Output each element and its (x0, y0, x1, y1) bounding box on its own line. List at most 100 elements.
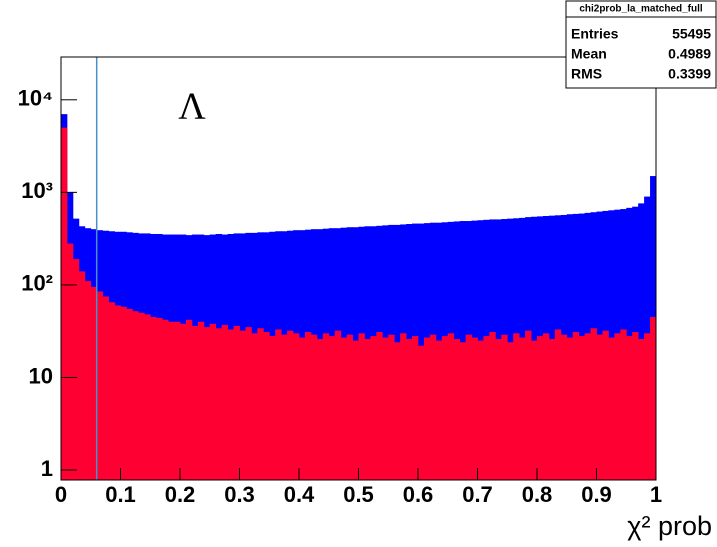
bar (507, 342, 514, 480)
bar (429, 334, 437, 480)
bar (144, 314, 151, 480)
x-tick-label: 0.3 (224, 482, 255, 507)
bar (61, 127, 68, 481)
bar (388, 334, 395, 480)
bar (72, 259, 80, 480)
bar (400, 333, 407, 480)
bar (126, 308, 133, 480)
bar (477, 340, 484, 480)
bar (489, 331, 496, 480)
bar (263, 331, 270, 480)
bar (596, 334, 603, 480)
bar (84, 281, 92, 480)
bar (215, 328, 223, 480)
bar (584, 333, 591, 480)
stats-box: chi2prob_la_matched_full Entries 55495 Mea… (565, 0, 717, 89)
bar (572, 331, 580, 480)
bar (614, 333, 621, 480)
bar (370, 336, 377, 480)
bar (227, 329, 234, 480)
bar (197, 321, 205, 480)
bar (626, 336, 633, 480)
stats-value: 0.4989 (668, 46, 711, 62)
bar (203, 327, 211, 480)
x-tick-label: 0.6 (403, 482, 434, 507)
bar (275, 329, 282, 480)
bar (352, 340, 359, 480)
x-axis-label: χ² prob (627, 511, 712, 541)
bar (638, 339, 645, 480)
bar (156, 317, 163, 480)
y-tick-label: 10⁴ (18, 86, 53, 111)
bar (453, 339, 461, 480)
bar (435, 340, 443, 480)
x-tick-label: 0.4 (284, 482, 315, 507)
bar (542, 333, 550, 480)
bar (459, 342, 466, 480)
bar (578, 336, 585, 480)
bar (501, 334, 508, 480)
bar (471, 337, 478, 480)
x-tick-label: 0.5 (343, 482, 374, 507)
bar (328, 336, 336, 480)
x-tick-label: 0.7 (462, 482, 493, 507)
bar (566, 337, 574, 480)
bar (102, 296, 109, 480)
bar (281, 334, 288, 480)
bar (650, 317, 657, 480)
bar (644, 333, 651, 480)
bar (513, 333, 520, 480)
x-tick-label: 0.2 (165, 482, 196, 507)
x-tick-label: 0 (55, 482, 67, 507)
stats-frame (565, 0, 717, 89)
bar (293, 333, 300, 480)
bar (150, 317, 157, 480)
bar (465, 334, 472, 480)
bar (191, 325, 199, 480)
bar (304, 331, 312, 480)
stats-label: RMS (571, 66, 602, 82)
bar (554, 329, 562, 480)
bar (185, 319, 193, 480)
bar (412, 336, 419, 480)
bar (632, 331, 639, 480)
y-tick-label: 10 (29, 363, 53, 388)
bar (537, 336, 544, 480)
bar (394, 342, 401, 480)
bar (483, 336, 490, 480)
bar (138, 312, 145, 480)
bar (209, 323, 217, 480)
bar (96, 291, 104, 480)
bar (322, 333, 330, 480)
bar (418, 345, 425, 480)
bar (239, 330, 246, 480)
bar (376, 331, 383, 480)
bar (108, 302, 115, 480)
bar (334, 330, 342, 480)
bar (310, 334, 318, 480)
bar (114, 305, 121, 480)
bar (162, 319, 169, 480)
bar (78, 271, 86, 480)
x-tick-label: 0.8 (522, 482, 553, 507)
stats-value: 0.3399 (668, 66, 711, 82)
bar (382, 337, 389, 480)
bar (168, 321, 175, 480)
bar (531, 340, 538, 480)
stats-label: Mean (571, 46, 607, 62)
bar (620, 329, 627, 480)
bar (120, 306, 127, 480)
bar (90, 286, 98, 480)
y-tick-label: 1 (41, 456, 53, 481)
bar (269, 336, 276, 480)
y-tick-label: 10² (21, 271, 53, 296)
bar (287, 330, 294, 480)
stats-title: chi2prob_la_matched_full (579, 4, 703, 15)
bar (602, 330, 609, 480)
bar (590, 328, 597, 480)
x-tick-label: 0.1 (105, 482, 136, 507)
bar (346, 334, 353, 480)
bar (174, 321, 181, 480)
bar (560, 334, 568, 480)
